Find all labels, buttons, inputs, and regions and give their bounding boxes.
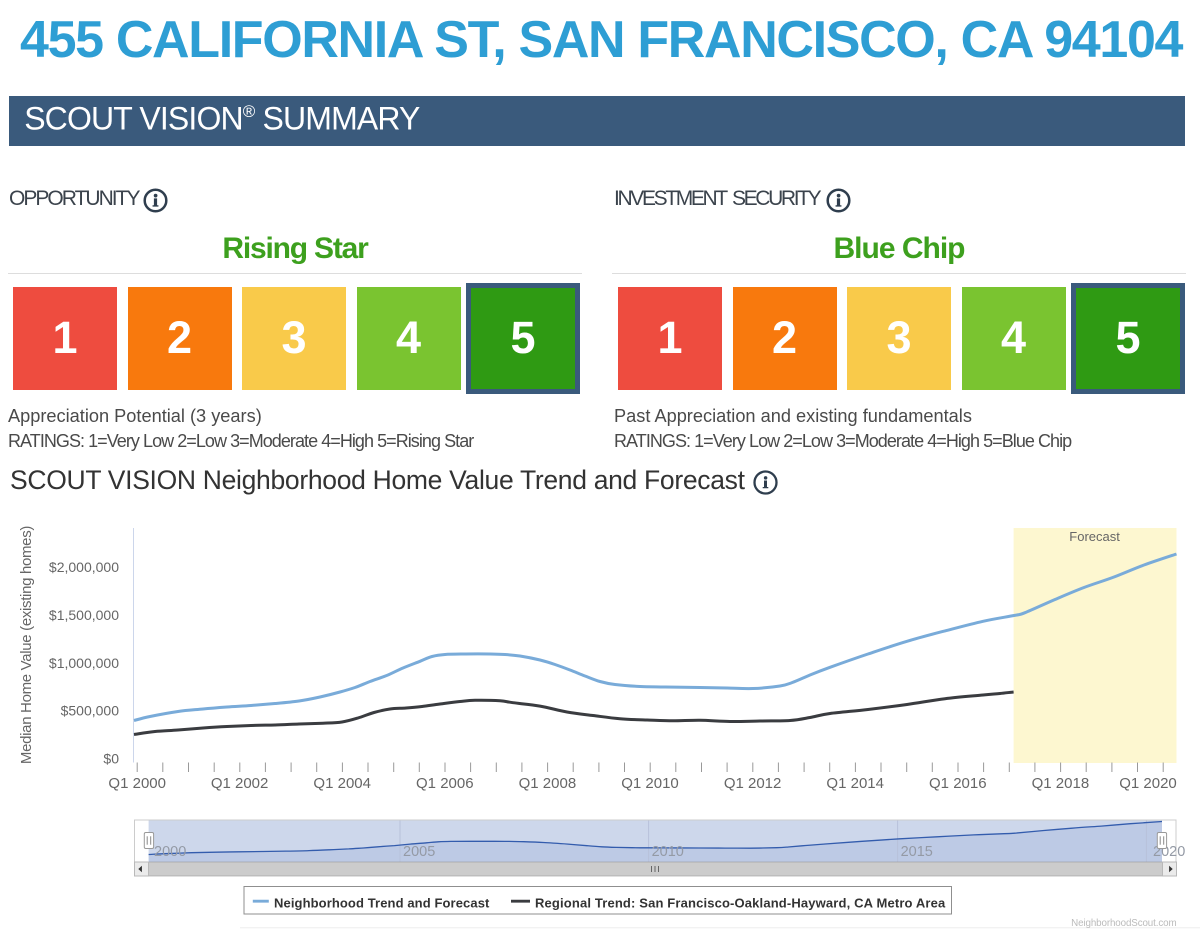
svg-text:2010: 2010 xyxy=(652,844,684,860)
svg-text:$500,000: $500,000 xyxy=(61,703,120,719)
svg-text:2000: 2000 xyxy=(154,844,186,860)
svg-text:Q1 2010: Q1 2010 xyxy=(621,775,679,792)
svg-text:Q1 2006: Q1 2006 xyxy=(416,775,474,792)
svg-text:Q1 2016: Q1 2016 xyxy=(929,775,987,792)
svg-text:Q1 2014: Q1 2014 xyxy=(826,775,884,792)
svg-text:$1,000,000: $1,000,000 xyxy=(49,655,119,671)
svg-text:Forecast: Forecast xyxy=(1069,529,1120,544)
svg-text:Q1 2018: Q1 2018 xyxy=(1032,775,1090,792)
svg-text:NeighborhoodScout.com: NeighborhoodScout.com xyxy=(1071,918,1176,929)
svg-text:Q1 2012: Q1 2012 xyxy=(724,775,782,792)
svg-text:$2,000,000: $2,000,000 xyxy=(49,559,119,575)
svg-text:$1,500,000: $1,500,000 xyxy=(49,607,119,623)
svg-text:Median Home Value (existing ho: Median Home Value (existing homes) xyxy=(18,526,35,764)
svg-text:Q1 2000: Q1 2000 xyxy=(108,775,166,792)
svg-text:2015: 2015 xyxy=(901,844,933,860)
svg-text:Q1 2004: Q1 2004 xyxy=(313,775,371,792)
svg-text:2005: 2005 xyxy=(403,844,435,860)
svg-text:Q1 2020: Q1 2020 xyxy=(1119,775,1177,792)
svg-text:Q1 2008: Q1 2008 xyxy=(519,775,577,792)
svg-text:Regional Trend: San Francisco-: Regional Trend: San Francisco-Oakland-Ha… xyxy=(535,895,946,910)
svg-text:Q1 2002: Q1 2002 xyxy=(211,775,269,792)
svg-text:Neighborhood Trend and Forecas: Neighborhood Trend and Forecast xyxy=(274,895,490,910)
svg-text:$0: $0 xyxy=(103,750,119,766)
